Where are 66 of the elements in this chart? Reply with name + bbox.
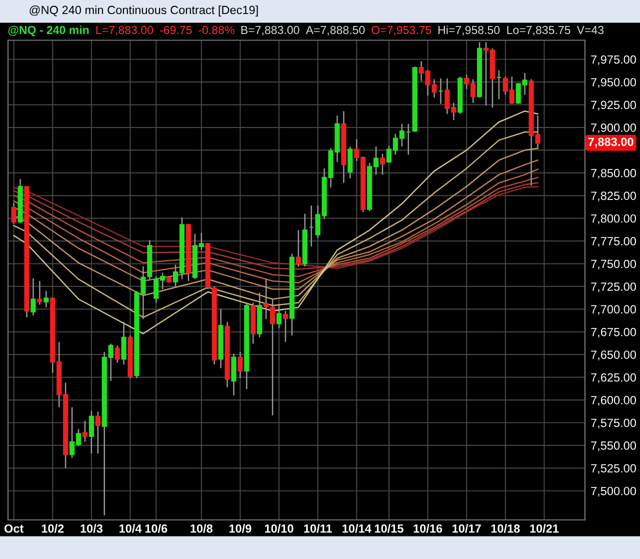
x-tick-label: 10/16: [414, 524, 442, 533]
candlestick: [348, 146, 353, 179]
candlestick: [270, 298, 276, 416]
text: @NQ - 240 min: [8, 26, 89, 36]
text: -69.75: [160, 26, 192, 34]
x-tick-label: 10/17: [452, 524, 481, 533]
candlestick: [121, 321, 126, 366]
y-tick-label: 7,950.00: [591, 78, 636, 88]
candlestick: [264, 278, 269, 320]
x-tick-label: 10/21: [530, 524, 559, 533]
y-tick-label: 7,775.00: [591, 237, 636, 247]
y-tick-label: 7,900.00: [591, 123, 636, 134]
candlestick: [88, 410, 94, 454]
text: V=43: [576, 26, 604, 34]
y-tick-label: 7,625.00: [591, 373, 636, 384]
text: -0.88%: [198, 26, 234, 34]
y-tick-label: 7,850.00: [591, 168, 636, 179]
text: 7,883.00: [588, 138, 634, 148]
x-tick-label: 10/4: [120, 524, 142, 533]
candlestick: [296, 229, 301, 268]
candlestick: [82, 420, 88, 442]
y-tick-label: 7,550.00: [591, 441, 636, 452]
candlestick: [114, 344, 120, 364]
y-tick-label: 7,575.00: [591, 418, 636, 428]
x-tick-label: 10/15: [374, 524, 404, 533]
candlestick: [44, 290, 49, 308]
x-tick-label: 10/9: [229, 524, 252, 533]
x-tick-label: 10/2: [42, 524, 64, 533]
candlestick: [380, 153, 386, 176]
x-tick-label: 10/8: [190, 524, 213, 533]
y-tick-label: 7,750.00: [591, 260, 636, 270]
y-tick-label: 7,725.00: [591, 282, 636, 292]
candlestick: [30, 278, 36, 316]
text: O=7,953.75: [372, 26, 432, 36]
y-tick-label: 7,600.00: [591, 396, 636, 406]
candlestick: [11, 202, 16, 224]
y-tick-label: 7,525.00: [591, 464, 636, 474]
x-tick-label: 10/3: [80, 524, 102, 533]
x-tick-label: 10/11: [304, 524, 332, 533]
y-tick-label: 7,650.00: [591, 350, 636, 360]
y-tick-label: 7,925.00: [591, 100, 636, 111]
candlestick: [282, 310, 288, 342]
text: Lo=7,835.75: [507, 26, 570, 36]
x-tick-label: 10/10: [264, 524, 294, 533]
y-tick-label: 7,700.00: [591, 305, 636, 315]
candlestick: [238, 351, 243, 379]
candlestick: [95, 411, 100, 454]
text: B=7,883.00: [241, 26, 300, 36]
x-tick-label: 10/18: [491, 524, 520, 533]
line-series: [13, 131, 538, 318]
y-tick-label: 7,500.00: [591, 486, 636, 497]
x-tick-label: Oct: [4, 524, 24, 533]
chart-title: @NQ 240 min Continuous Contract [Dec19]: [30, 6, 258, 16]
candlestick: [37, 280, 42, 306]
candlestick: [231, 353, 236, 396]
x-tick-label: 10/6: [145, 524, 168, 533]
y-tick-label: 7,975.00: [591, 55, 636, 66]
y-tick-label: 7,800.00: [591, 214, 636, 224]
y-tick-label: 7,675.00: [591, 328, 636, 338]
x-tick-label: 10/14: [342, 524, 372, 533]
text: A=7,888.50: [306, 26, 365, 36]
text: Hi=7,958.50: [438, 26, 500, 36]
line-series: [13, 110, 538, 334]
y-tick-label: 7,825.00: [591, 192, 636, 202]
text: L=7,883.00: [96, 26, 153, 36]
candlestick: [276, 304, 282, 329]
